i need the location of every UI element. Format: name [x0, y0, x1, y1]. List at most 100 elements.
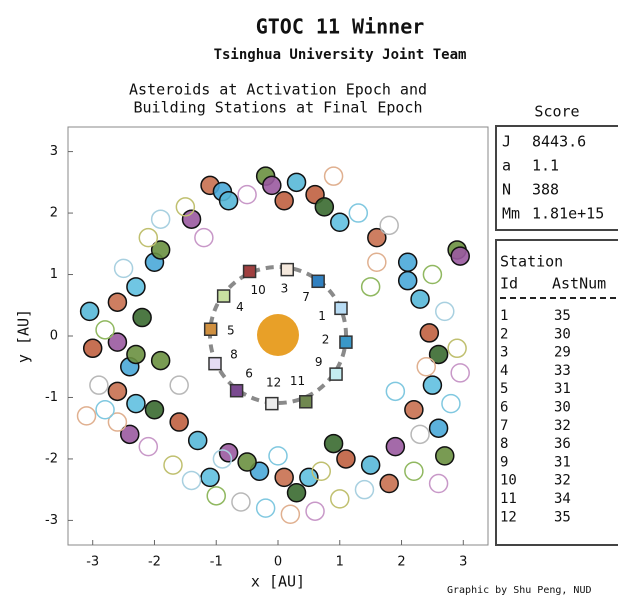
asteroid	[450, 246, 470, 266]
asteroid	[175, 197, 196, 217]
station-count: 33	[554, 363, 571, 379]
station-id: 1	[500, 308, 508, 324]
x-tick-label: -2	[148, 555, 161, 570]
asteroid	[237, 184, 257, 205]
asteroid	[255, 498, 276, 518]
asteroid	[181, 209, 202, 229]
station-count: 36	[554, 436, 571, 452]
asteroid	[268, 446, 288, 466]
x-tick-label: 3	[459, 555, 467, 570]
station	[229, 383, 244, 398]
score-key: N	[502, 181, 511, 199]
asteroid	[107, 292, 128, 312]
station	[203, 322, 218, 336]
asteroid	[311, 461, 331, 481]
station-count: 31	[554, 381, 571, 397]
score-title: Score	[534, 103, 579, 121]
asteroid	[397, 252, 418, 272]
asteroid	[441, 393, 461, 414]
asteroid	[150, 240, 171, 260]
asteroid	[200, 467, 220, 488]
station-label: 6	[245, 366, 253, 380]
asteroid	[367, 227, 387, 248]
asteroid	[330, 212, 350, 233]
asteroid	[231, 492, 251, 512]
asteroid	[181, 470, 202, 491]
station-id: 10	[500, 473, 517, 489]
asteroid	[428, 344, 449, 365]
asteroid	[428, 418, 449, 438]
score-box	[495, 125, 618, 231]
asteroid	[435, 446, 455, 466]
station	[280, 262, 295, 277]
credit: Graphic by Shu Peng, NUD	[447, 585, 592, 596]
asteroid	[450, 363, 470, 383]
x-axis-label: x [AU]	[251, 573, 305, 591]
asteroid	[385, 381, 406, 402]
y-tick-label: -2	[45, 451, 58, 466]
asteroid	[422, 375, 443, 395]
station-label: 7	[302, 290, 310, 304]
station-count: 30	[554, 326, 571, 342]
y-tick-label: 0	[50, 329, 58, 344]
station-label: 4	[236, 300, 244, 314]
asteroid	[126, 344, 146, 365]
asteroid	[150, 209, 171, 229]
score-value: 1.81e+15	[532, 205, 604, 223]
asteroid	[113, 258, 134, 279]
station	[299, 395, 313, 409]
asteroid	[410, 424, 430, 445]
asteroid	[169, 375, 189, 395]
station	[208, 356, 222, 371]
asteroid	[274, 467, 294, 488]
station	[311, 274, 325, 289]
asteroid	[422, 264, 443, 285]
asteroid	[194, 227, 214, 248]
asteroid	[323, 166, 344, 186]
station-count: 31	[554, 454, 571, 470]
station-label: 3	[281, 282, 289, 296]
asteroid	[360, 455, 381, 475]
station-id: 5	[500, 381, 508, 397]
station-box	[495, 239, 618, 546]
asteroid	[126, 393, 146, 414]
plot-title: Asteroids at Activation Epoch and	[129, 81, 427, 99]
station-count: 32	[554, 418, 571, 434]
asteroid	[416, 356, 436, 377]
station-id: 3	[500, 345, 508, 361]
asteroid	[299, 467, 319, 488]
y-tick-label: -3	[45, 513, 58, 528]
station-id: 2	[500, 326, 508, 342]
asteroid	[435, 301, 455, 322]
asteroid	[336, 449, 356, 469]
station-id: 9	[500, 454, 508, 470]
station-count: 34	[554, 491, 571, 507]
asteroid	[218, 191, 239, 211]
y-tick-label: 1	[50, 267, 58, 282]
station	[334, 301, 348, 316]
score-value: 1.1	[532, 157, 559, 175]
asteroid	[187, 430, 208, 451]
asteroid	[354, 479, 375, 500]
asteroid	[126, 277, 146, 297]
station	[329, 367, 343, 381]
plot-title: Building Stations at Final Epoch	[134, 99, 423, 117]
y-tick-label: 2	[50, 206, 58, 221]
asteroid	[305, 501, 325, 521]
station	[216, 289, 231, 303]
asteroid	[107, 332, 128, 352]
asteroid	[212, 449, 233, 469]
x-tick-label: -1	[210, 555, 223, 570]
asteroid	[120, 424, 140, 445]
asteroid	[163, 455, 183, 475]
station-id: 11	[500, 491, 517, 507]
station-count: 35	[554, 308, 571, 324]
station-count: 32	[554, 473, 571, 489]
asteroid	[419, 323, 440, 343]
x-tick-label: -3	[86, 555, 99, 570]
score-key: J	[502, 133, 511, 151]
asteroid	[286, 172, 307, 193]
station-id: 7	[500, 418, 508, 434]
station-id: 8	[500, 436, 508, 452]
